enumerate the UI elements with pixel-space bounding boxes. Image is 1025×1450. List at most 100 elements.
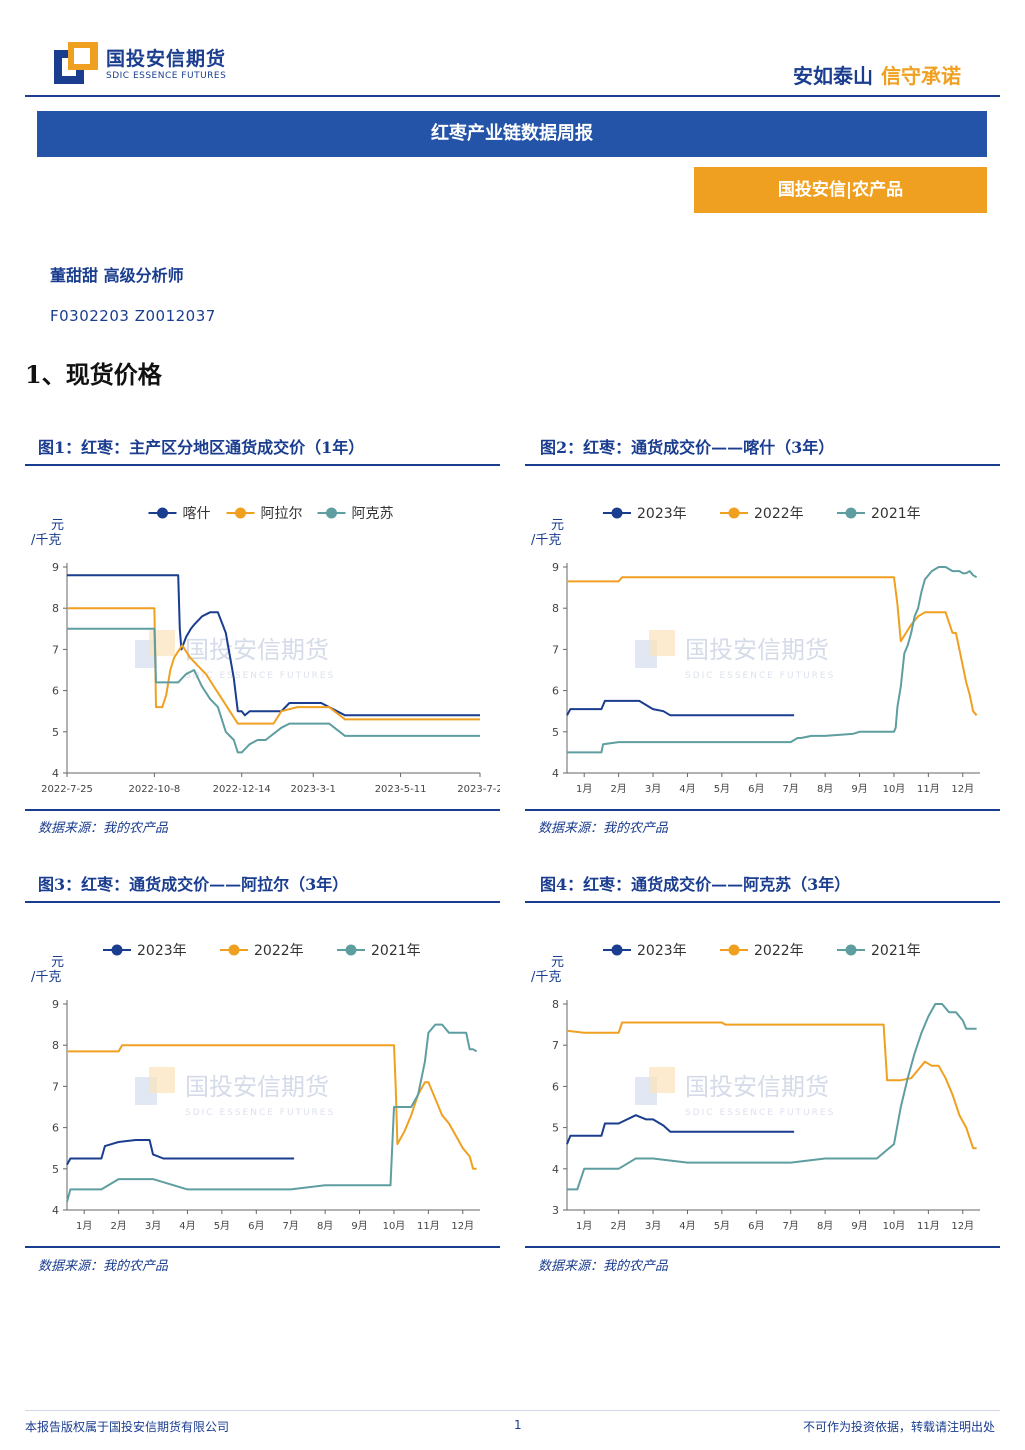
figure-1-chart: 国投安信期货 SDIC ESSENCE FUTURES 元/千克 4 5 6 7 8 9 2022… [31, 506, 500, 795]
x-tick-label: 6月 [748, 1220, 764, 1232]
figure-3-title: 图3：红枣：通货成交价——阿拉尔（3年） [38, 875, 349, 894]
watermark-subtext: SDIC ESSENCE FUTURES [685, 671, 835, 681]
x-tick-label: 1月 [576, 783, 592, 795]
legend-marker [345, 944, 357, 956]
section-heading: 1、现货价格 [25, 360, 162, 389]
x-tick-label: 7月 [783, 783, 799, 795]
x-tick-label: 1月 [576, 1220, 592, 1232]
legend-label: 2021年 [871, 506, 921, 522]
x-tick-label: 2月 [110, 1220, 126, 1232]
y-tick-label: 6 [52, 685, 59, 698]
x-tick-label: 10月 [383, 1220, 406, 1232]
legend-label: 2023年 [637, 943, 687, 959]
series-line-2023年 [566, 699, 795, 717]
figure-3-source: 数据来源：我的农产品 [38, 1259, 169, 1274]
legend-label: 2023年 [637, 506, 687, 522]
y-tick-label: 6 [552, 1080, 559, 1093]
x-tick-label: 6月 [248, 1220, 264, 1232]
y-tick-label: 6 [552, 685, 559, 698]
series-line-2022年 [566, 1021, 977, 1150]
figure-4-title: 图4：红枣：通货成交价——阿克苏（3年） [540, 875, 851, 894]
x-tick-label: 12月 [951, 783, 974, 795]
legend-label: 2022年 [754, 943, 804, 959]
x-tick-label: 7月 [783, 1220, 799, 1232]
figure-4-chart: 国投安信期货 SDIC ESSENCE FUTURES 元/千克 3 4 5 6 7 8 1月 2月… [531, 943, 980, 1232]
watermark-subtext: SDIC ESSENCE FUTURES [685, 1108, 835, 1118]
x-tick-label: 4月 [679, 783, 695, 795]
watermark-subtext: SDIC ESSENCE FUTURES [185, 1108, 335, 1118]
series-line-2022年 [567, 576, 978, 716]
legend-marker [611, 507, 623, 519]
y-tick-label: 5 [52, 1163, 59, 1176]
y-tick-label: 7 [552, 643, 559, 656]
figure-1-source: 数据来源：我的农产品 [38, 821, 169, 836]
x-tick-label: 1月 [76, 1220, 92, 1232]
y-tick-label: 5 [552, 1122, 559, 1135]
x-tick-label: 11月 [417, 1220, 440, 1232]
y-tick-label: 8 [52, 1039, 59, 1052]
series-line-阿拉尔 [67, 607, 480, 725]
series-line-2023年 [566, 1114, 795, 1145]
legend-marker [326, 507, 337, 519]
y-axis-unit-label: 元 [51, 518, 64, 533]
y-tick-label: 9 [52, 998, 59, 1011]
figure-2-source: 数据来源：我的农产品 [538, 821, 669, 836]
watermark-logo-icon [649, 630, 675, 656]
y-tick-label: 4 [552, 1163, 559, 1176]
y-tick-label: 9 [552, 561, 559, 574]
y-axis-unit-label: 元 [51, 955, 64, 970]
legend-marker [728, 944, 740, 956]
analyst-name: 董甜甜 高级分析师 [50, 266, 184, 285]
y-axis-unit-label: 元 [551, 518, 564, 533]
x-tick-label: 11月 [917, 783, 940, 795]
watermark-subtext: SDIC ESSENCE FUTURES [185, 671, 335, 681]
series-line-2021年 [567, 1003, 977, 1191]
legend-marker [111, 944, 123, 956]
figure-3-chart: 国投安信期货 SDIC ESSENCE FUTURES 元/千克 4 5 6 7 8 9 1月 2月… [31, 943, 480, 1232]
x-tick-label: 2月 [610, 783, 626, 795]
x-tick-label: 5月 [214, 1220, 230, 1232]
figure-2-top-rule [525, 464, 1000, 466]
y-axis-unit-label: /千克 [31, 533, 61, 548]
x-tick-label: 2023-7-2 [457, 784, 500, 795]
y-tick-label: 9 [52, 561, 59, 574]
legend-label: 喀什 [183, 506, 211, 522]
y-tick-label: 7 [52, 643, 59, 656]
y-tick-label: 5 [552, 726, 559, 739]
watermark-text: 国投安信期货 [685, 1073, 829, 1101]
watermark-text: 国投安信期货 [185, 636, 329, 664]
legend-marker [611, 944, 623, 956]
y-tick-label: 8 [552, 998, 559, 1011]
x-tick-label: 9月 [851, 1220, 867, 1232]
footer-disclaimer: 不可作为投资依据，转载请注明出处 [802, 1420, 995, 1434]
y-tick-label: 7 [52, 1080, 59, 1093]
watermark-logo-icon [149, 630, 175, 656]
y-tick-label: 6 [52, 1122, 59, 1135]
y-tick-label: 5 [52, 726, 59, 739]
slogan-accent: 信守承诺 [881, 64, 961, 88]
y-tick-label: 8 [552, 602, 559, 615]
x-tick-label: 2022-7-25 [41, 784, 93, 795]
x-tick-label: 6月 [748, 783, 764, 795]
series-line-2022年 [67, 1044, 477, 1170]
legend-label: 2022年 [254, 943, 304, 959]
legend-label: 2023年 [137, 943, 187, 959]
x-tick-label: 2023-5-11 [375, 784, 427, 795]
y-axis-unit-label: /千克 [531, 970, 561, 985]
figure-4-source: 数据来源：我的农产品 [538, 1259, 669, 1274]
x-tick-label: 7月 [283, 1220, 299, 1232]
y-axis-unit-label: /千克 [531, 533, 561, 548]
company-logo-icon [54, 42, 98, 84]
figure-3-top-rule [25, 901, 500, 903]
x-tick-label: 5月 [714, 1220, 730, 1232]
legend-label: 阿拉尔 [261, 506, 303, 522]
y-tick-label: 7 [552, 1039, 559, 1052]
company-name-en: SDIC ESSENCE FUTURES [106, 71, 227, 81]
y-tick-label: 8 [52, 602, 59, 615]
y-axis-unit-label: /千克 [31, 970, 61, 985]
y-tick-label: 4 [52, 767, 59, 780]
x-tick-label: 8月 [817, 1220, 833, 1232]
x-tick-label: 12月 [951, 1220, 974, 1232]
company-slogan: 安如泰山 信守承诺 [793, 60, 961, 89]
x-tick-label: 8月 [817, 783, 833, 795]
